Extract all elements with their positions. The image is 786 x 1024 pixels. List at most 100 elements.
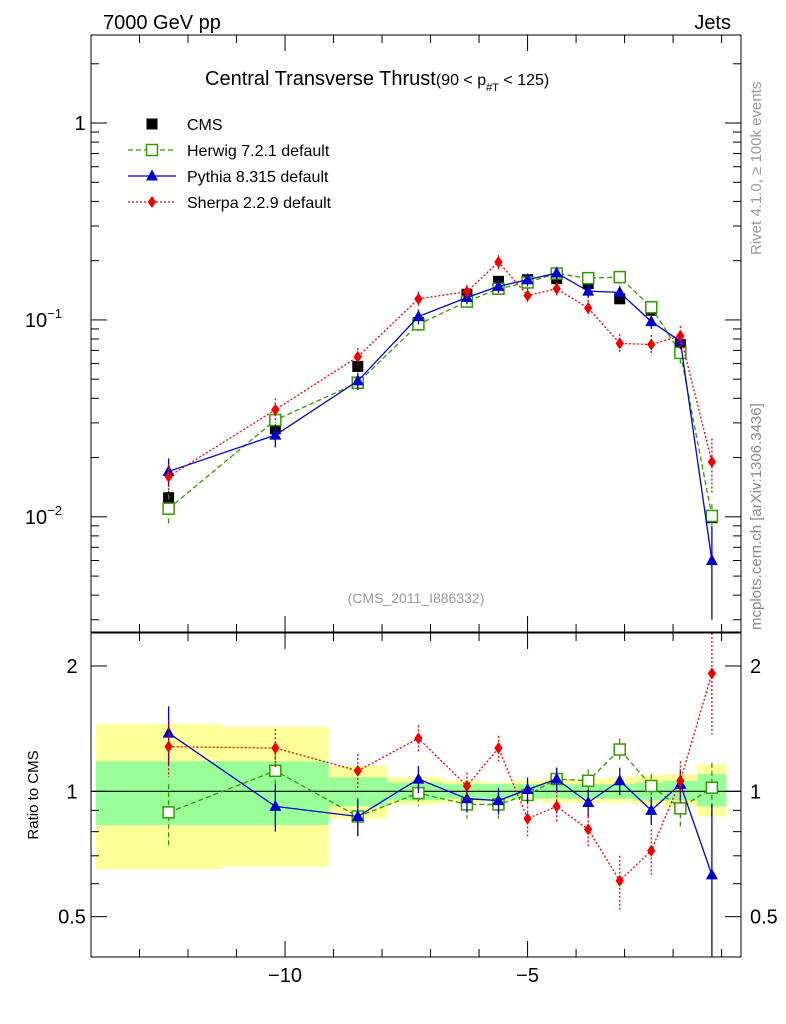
legend-entry: Herwig 7.2.1 default bbox=[128, 143, 330, 160]
main-series bbox=[162, 255, 719, 620]
y-tick-label: 10−1 bbox=[25, 306, 62, 332]
ratio-point bbox=[552, 800, 561, 813]
main-frame bbox=[90, 34, 742, 633]
x-tick-label: −5 bbox=[516, 965, 539, 987]
series-2 bbox=[162, 266, 718, 620]
data-point bbox=[162, 464, 175, 476]
ratio-point bbox=[353, 764, 362, 777]
data-point bbox=[162, 502, 175, 515]
ratio-frame bbox=[90, 632, 742, 958]
ratio-series bbox=[162, 633, 719, 957]
data-point bbox=[494, 255, 503, 268]
ratio-point bbox=[412, 772, 425, 784]
ratio-point bbox=[613, 743, 626, 756]
legend-label: Sherpa 2.2.9 default bbox=[187, 195, 332, 212]
ratio-point bbox=[269, 799, 282, 811]
data-point bbox=[521, 273, 534, 285]
ratio-point bbox=[582, 795, 595, 807]
ratio-point bbox=[351, 809, 364, 821]
analysis-tag: (CMS_2011_I886332) bbox=[348, 590, 485, 606]
plot-title-sub: #T bbox=[486, 82, 499, 94]
ratio-y-tick-label: 0.5 bbox=[58, 907, 86, 929]
legend-label: Pythia 8.315 default bbox=[187, 169, 329, 186]
main-panel: 10−210−11 Central Transverse Thrust(90 <… bbox=[25, 34, 742, 633]
legend-label: Herwig 7.2.1 default bbox=[187, 143, 330, 160]
ratio-point bbox=[674, 802, 687, 815]
header-left: 7000 GeV pp bbox=[103, 12, 221, 34]
plot-title-range: (90 < p bbox=[436, 72, 486, 89]
ratio-y-tick-label: 1 bbox=[66, 781, 77, 803]
ratio-point bbox=[492, 794, 505, 806]
y-tick-label: 10−2 bbox=[25, 503, 62, 529]
ratio-point bbox=[613, 774, 626, 786]
data-point bbox=[645, 315, 658, 327]
ratio-point bbox=[647, 844, 656, 857]
data-point bbox=[271, 403, 280, 416]
ratio-point bbox=[645, 779, 658, 793]
ratio-point bbox=[462, 779, 472, 792]
data-point bbox=[351, 374, 364, 386]
data-point bbox=[352, 361, 364, 373]
legend-entry: CMS bbox=[146, 117, 223, 134]
x-tick-labels: −10 −5 bbox=[268, 965, 539, 987]
ratio-panel: 0.5 0.5 1 1 2 2 Ratio to CMS bbox=[25, 632, 778, 958]
ratio-point bbox=[615, 874, 624, 887]
ratio-series-2 bbox=[164, 633, 717, 910]
main-axes: 10−210−11 bbox=[25, 35, 741, 632]
ratio-point bbox=[162, 806, 175, 819]
data-point bbox=[353, 350, 362, 363]
data-point bbox=[492, 279, 505, 291]
ratio-point bbox=[705, 781, 719, 794]
legend-marker bbox=[147, 196, 157, 208]
data-point bbox=[647, 338, 656, 351]
ratio-y-tick-label: 2 bbox=[66, 656, 77, 678]
data-point bbox=[705, 509, 719, 523]
ratio-y-tick-label-right: 0.5 bbox=[750, 907, 778, 929]
y-tick-label: 1 bbox=[74, 113, 85, 135]
y-tick-exponent: −2 bbox=[47, 503, 62, 518]
ratio-ylabel: Ratio to CMS bbox=[25, 750, 42, 839]
data-point bbox=[613, 285, 626, 297]
data-point bbox=[462, 285, 472, 298]
data-point bbox=[523, 289, 532, 302]
y-tick-exponent: −1 bbox=[47, 306, 62, 321]
ratio-point bbox=[705, 868, 718, 880]
y-tick-base: 1 bbox=[74, 113, 85, 135]
data-point bbox=[584, 301, 593, 314]
data-point bbox=[550, 266, 563, 278]
ratio-point bbox=[584, 823, 593, 836]
data-point bbox=[645, 300, 658, 314]
stat-band bbox=[95, 761, 222, 826]
ratio-point bbox=[550, 772, 563, 784]
legend-label: CMS bbox=[187, 117, 223, 134]
plot-title-tail: < 125) bbox=[499, 72, 549, 89]
data-point bbox=[414, 292, 423, 305]
data-point bbox=[676, 329, 685, 342]
ratio-point bbox=[523, 812, 532, 825]
data-point bbox=[581, 271, 595, 285]
y-tick-base: 10 bbox=[25, 507, 47, 529]
legend-marker bbox=[145, 143, 159, 157]
ratio-point bbox=[414, 732, 423, 745]
series-3 bbox=[164, 255, 717, 495]
ratio-y-tick-label-right: 2 bbox=[750, 656, 761, 678]
data-point bbox=[269, 428, 282, 440]
series-0 bbox=[163, 273, 718, 524]
ratio-point bbox=[676, 774, 685, 787]
legend-marker bbox=[146, 118, 158, 130]
data-point bbox=[705, 553, 718, 565]
ratio-point bbox=[271, 742, 280, 755]
plot-title-main: Central Transverse Thrust bbox=[205, 68, 436, 90]
legend: CMS Herwig 7.2.1 default Pythia 8.315 defa… bbox=[128, 117, 332, 212]
plot-title: Central Transverse Thrust(90 < p#T < 125… bbox=[205, 68, 549, 94]
ratio-point bbox=[581, 774, 595, 788]
series-line bbox=[168, 272, 713, 517]
header-right: Jets bbox=[694, 12, 731, 34]
x-tick-label: −10 bbox=[268, 965, 302, 987]
ratio-point bbox=[494, 742, 503, 755]
legend-entry: Sherpa 2.2.9 default bbox=[128, 195, 332, 212]
data-point bbox=[412, 310, 425, 322]
ratio-point bbox=[162, 726, 175, 738]
data-point bbox=[613, 270, 626, 284]
